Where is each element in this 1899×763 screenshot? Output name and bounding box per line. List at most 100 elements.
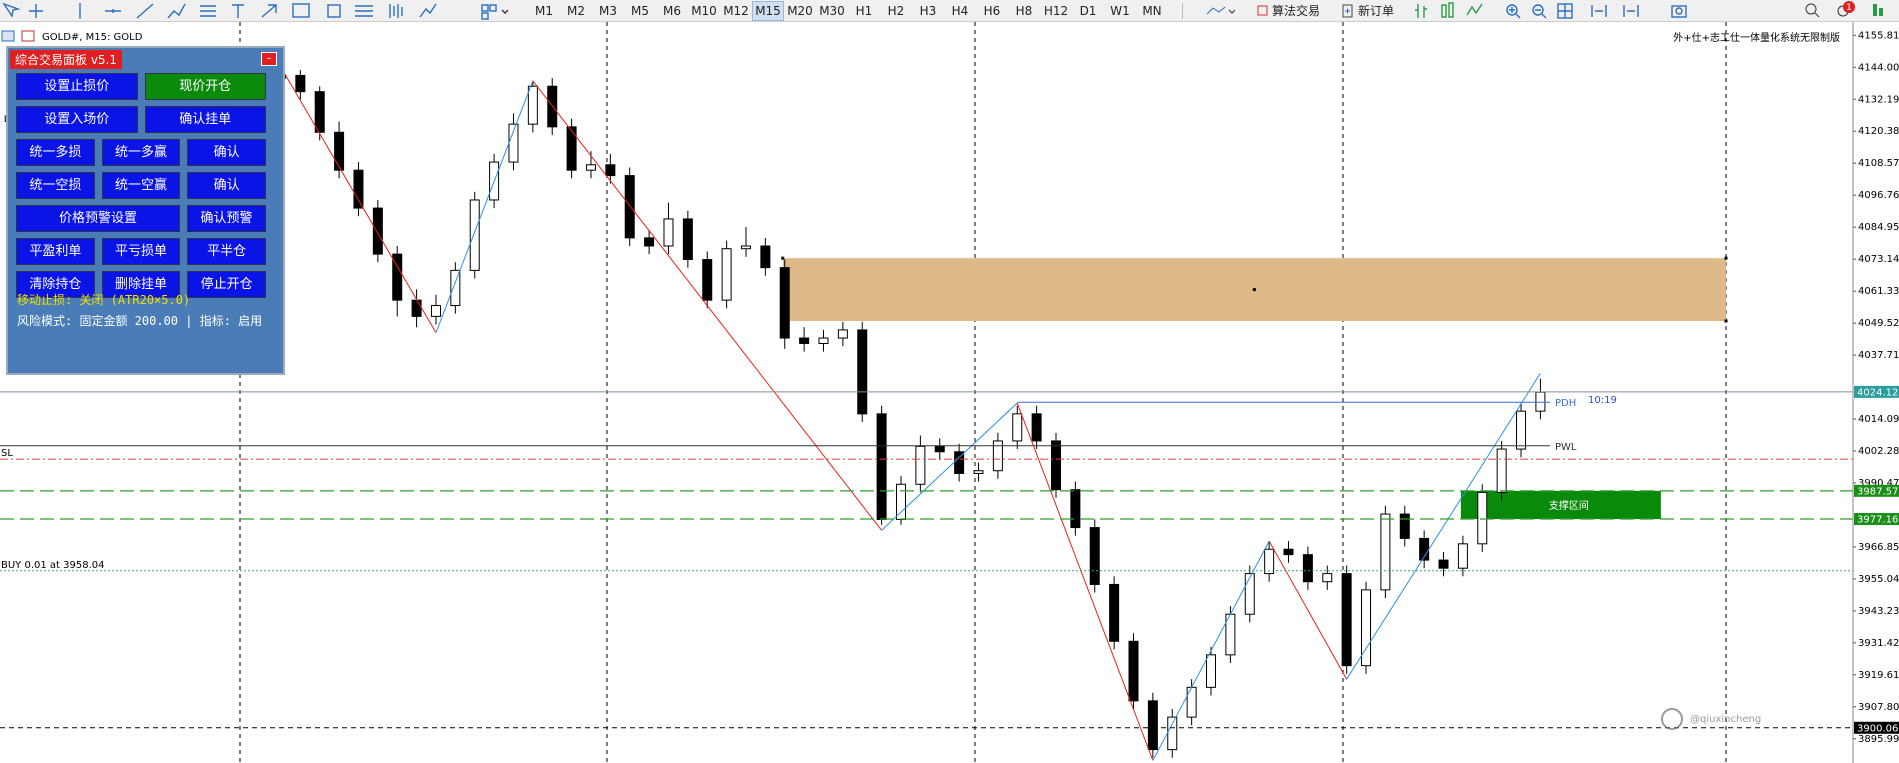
minimize-button[interactable]: – xyxy=(261,52,277,66)
panel-button[interactable]: 平盈利单 xyxy=(16,238,95,265)
candle-body xyxy=(682,218,693,261)
panel-button[interactable]: 设置止损价 xyxy=(16,73,138,100)
candle-body xyxy=(1167,716,1178,751)
zone-label: 支撑区间 xyxy=(1549,499,1589,512)
timeframe-button[interactable]: H6 xyxy=(983,3,1001,18)
candle-body xyxy=(1244,573,1255,615)
timeframe-button[interactable]: H4 xyxy=(951,3,969,18)
trailing-stop-status: 移动止损: 关闭 (ATR20×5.0) xyxy=(17,293,191,307)
timeframe-button[interactable]: D1 xyxy=(1079,3,1097,18)
candle-body xyxy=(624,175,635,239)
zigzag-segment xyxy=(1268,540,1348,680)
timeframe-button[interactable]: M1 xyxy=(535,3,553,18)
timeframe-button[interactable]: M20 xyxy=(787,3,813,18)
timeframe-button[interactable]: M6 xyxy=(663,3,681,18)
price-tag xyxy=(1854,721,1899,734)
algo-trading-button[interactable]: 算法交易 xyxy=(1257,2,1320,19)
panel-button[interactable]: 确认预警 xyxy=(186,205,266,232)
candle-body xyxy=(450,269,461,307)
y-tick-label: 4155.81 xyxy=(1858,30,1899,41)
timeframe-button[interactable]: H2 xyxy=(887,3,905,18)
candle-body xyxy=(1070,489,1081,529)
button-row: 价格预警设置 确认预警 xyxy=(16,205,266,232)
panel-button[interactable]: 统一多赢 xyxy=(101,139,181,166)
zone-anchor xyxy=(1724,319,1728,323)
bar-countdown: 10:19 xyxy=(1588,395,1617,406)
timeframe-button[interactable]: M30 xyxy=(819,3,845,18)
candle-body xyxy=(644,237,655,247)
icon xyxy=(21,30,35,42)
zone-anchor xyxy=(781,256,785,260)
new-order-button[interactable]: 新订单 xyxy=(1342,2,1394,19)
y-tick-label: 4002.28 xyxy=(1858,446,1899,457)
panel-button[interactable]: 现价开仓 xyxy=(144,73,266,100)
button-row: 设置入场价 确认挂单 xyxy=(16,106,266,133)
level-label: SL xyxy=(1,448,13,459)
zigzag-segment xyxy=(881,402,1018,531)
candle-body xyxy=(1341,573,1352,667)
timeframe-button[interactable]: M3 xyxy=(599,3,617,18)
panel-button[interactable]: 确认 xyxy=(187,139,267,166)
panel-button[interactable]: 价格预警设置 xyxy=(16,205,180,232)
panel-button[interactable]: 平半仓 xyxy=(187,238,267,265)
panel-button[interactable]: 统一空损 xyxy=(16,172,95,199)
y-tick-label: 4061.33 xyxy=(1858,286,1899,297)
candle-body xyxy=(663,218,674,247)
y-tick-label: 3955.04 xyxy=(1858,574,1899,585)
panel-button[interactable]: 删除挂单 xyxy=(101,271,181,298)
panel-button[interactable]: 平亏损单 xyxy=(101,238,181,265)
y-tick-label: 3919.61 xyxy=(1858,670,1899,681)
candle-body xyxy=(915,445,926,485)
corner-text: 外+仕+志工仕一体量化系统无限制版 xyxy=(1673,31,1840,44)
timeframe-button[interactable]: M12 xyxy=(723,3,749,18)
y-tick-label: 3907.80 xyxy=(1858,702,1899,713)
candle-body xyxy=(1438,559,1449,569)
indicator-menu[interactable] xyxy=(1205,4,1235,18)
zigzag-segment xyxy=(532,80,883,531)
panel-button[interactable]: 清除持仓 xyxy=(16,271,95,298)
y-tick-label: 4096.76 xyxy=(1858,190,1899,201)
candle-body xyxy=(1051,440,1062,491)
watermark-icon xyxy=(1661,708,1683,730)
candle-body xyxy=(740,245,751,250)
timeframe-button[interactable]: H12 xyxy=(1043,3,1069,18)
panel-button[interactable]: 停止开仓 xyxy=(187,271,267,298)
level-label: PDH xyxy=(1555,398,1576,409)
candle-body xyxy=(1496,448,1507,493)
zone xyxy=(1460,490,1661,520)
candle-body xyxy=(837,329,848,339)
icon xyxy=(1257,5,1268,16)
symbol-header: GOLD#, M15: GOLD xyxy=(1,30,143,43)
trade-panel: 综合交易面板 v5.1 – 设置止损价 现价开仓 设置入场价 确认挂单 统一多损 统一多赢… xyxy=(6,46,285,375)
panel-button[interactable]: 设置入场价 xyxy=(16,106,138,133)
candle-body xyxy=(1128,640,1139,702)
candle-body xyxy=(353,169,364,209)
separator xyxy=(1182,2,1183,19)
zone-anchor xyxy=(1724,256,1728,260)
toolbar-icons-right xyxy=(1415,1,1687,19)
panel-button[interactable]: 统一多损 xyxy=(16,139,95,166)
y-tick-label: 4049.52 xyxy=(1858,318,1899,329)
panel-title: 综合交易面板 v5.1 xyxy=(10,50,123,69)
timeframe-button[interactable]: H3 xyxy=(919,3,937,18)
timeframe-button[interactable]: W1 xyxy=(1110,3,1130,18)
timeframe-button[interactable]: M2 xyxy=(567,3,585,18)
candle-body xyxy=(314,91,325,133)
candle-body xyxy=(566,126,577,171)
timeframe-button[interactable]: M10 xyxy=(691,3,717,18)
button-grid: 设置止损价 现价开仓 设置入场价 确认挂单 统一多损 统一多赢 确认 统一空损 统一空赢 确认 价格… xyxy=(16,73,267,304)
timeframe-button[interactable]: M5 xyxy=(631,3,649,18)
timeframe-button[interactable]: MN xyxy=(1142,3,1162,18)
watermark: @qiuxincheng xyxy=(1690,714,1761,725)
price-tag xyxy=(1854,484,1899,497)
panel-button[interactable]: 确认 xyxy=(187,172,267,199)
timeframe-button[interactable]: H8 xyxy=(1015,3,1033,18)
panel-button[interactable]: 统一空赢 xyxy=(101,172,181,199)
timeframe-button[interactable]: H1 xyxy=(855,3,873,18)
price-tag-label: 4024.12 xyxy=(1857,387,1898,398)
timeframe-button[interactable]: M15 xyxy=(752,0,784,21)
panel-button[interactable]: 确认挂单 xyxy=(144,106,266,133)
toolbar-status: 1 xyxy=(1805,0,1883,17)
icon xyxy=(1206,6,1235,14)
